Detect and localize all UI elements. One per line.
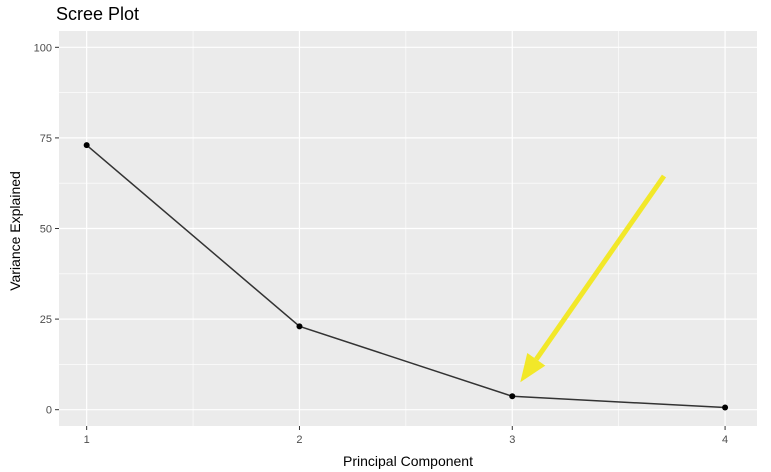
axes: 0 25 50 75 100 1 2 3 4 (34, 42, 729, 446)
series-line (86, 144, 726, 409)
y-tick-label: 75 (40, 133, 52, 145)
data-point (509, 393, 516, 400)
x-tick-label: 2 (296, 434, 302, 446)
y-tick-label: 25 (40, 314, 52, 326)
annotation-arrow-head (520, 353, 546, 383)
y-tick-label: 0 (46, 405, 52, 417)
data-point (722, 404, 729, 411)
y-tick-label: 50 (40, 224, 52, 236)
chart-title: Scree Plot (56, 4, 139, 24)
annotation-arrow-shaft (534, 174, 667, 361)
x-tick-label: 4 (722, 434, 728, 446)
x-tick-label: 3 (509, 434, 515, 446)
data-point (296, 323, 303, 330)
x-tick-label: 1 (84, 434, 90, 446)
y-tick-label: 100 (34, 42, 52, 54)
x-axis-title: Principal Component (343, 453, 473, 469)
grid-lines (59, 31, 757, 426)
y-axis-title: Variance Explained (7, 171, 23, 291)
annotation-layer (520, 174, 667, 383)
data-point (83, 142, 90, 149)
series-layer (83, 142, 729, 411)
